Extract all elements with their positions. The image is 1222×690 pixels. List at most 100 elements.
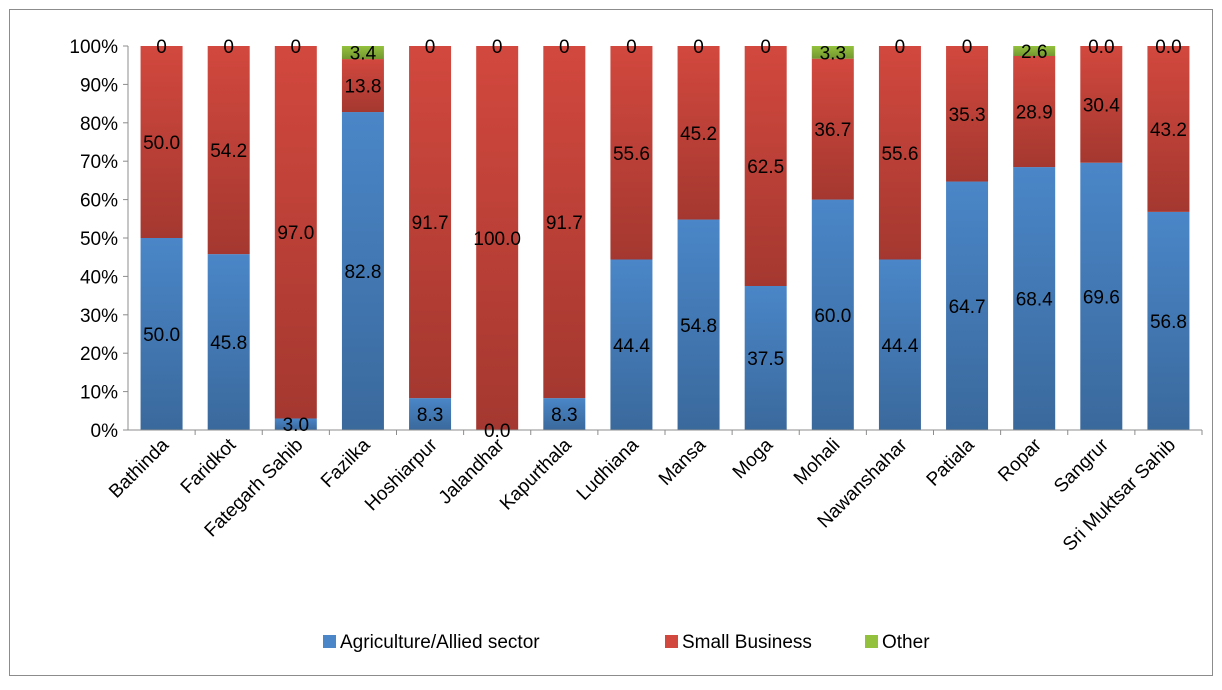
y-tick-label: 50% — [80, 229, 118, 250]
legend-label: Other — [882, 632, 930, 653]
data-label: 60.0 — [814, 306, 851, 327]
data-label: 0 — [760, 37, 771, 58]
data-label: 13.8 — [344, 77, 381, 98]
data-label: 0 — [492, 37, 503, 58]
bar-segment — [140, 46, 183, 238]
y-tick-label: 100% — [69, 37, 118, 58]
bar-segment — [946, 181, 989, 430]
data-label: 43.2 — [1150, 120, 1187, 141]
data-label: 0 — [156, 37, 167, 58]
bar-segment — [610, 259, 653, 430]
data-label: 45.2 — [680, 124, 717, 145]
data-label: 0 — [693, 37, 704, 58]
data-label: 0.0 — [1155, 37, 1181, 58]
data-label: 55.6 — [881, 144, 918, 165]
y-tick-label: 90% — [80, 75, 118, 96]
data-label: 0 — [425, 37, 436, 58]
data-label: 0 — [962, 37, 973, 58]
bar-segment — [677, 219, 720, 430]
data-label: 54.8 — [680, 316, 717, 337]
data-label: 0 — [895, 37, 906, 58]
bar-segment — [341, 59, 384, 113]
bar-segment — [409, 398, 452, 430]
bar-segment — [341, 46, 384, 60]
data-label: 91.7 — [546, 213, 583, 234]
data-label: 36.7 — [814, 120, 851, 141]
bar-segment — [140, 238, 183, 430]
data-label: 0 — [626, 37, 637, 58]
data-label: 8.3 — [417, 405, 443, 426]
bar-segment — [811, 199, 854, 430]
legend-label: Agriculture/Allied sector — [340, 632, 540, 653]
y-tick-label: 30% — [80, 306, 118, 327]
bar-segment — [1080, 162, 1123, 430]
bar-segment — [543, 46, 586, 399]
data-labels-layer: 50.0 50.0 0 45.8 54.2 0 3.0 97.0 0 82.8 13.8 3.4 8.3… — [143, 37, 1187, 442]
y-tick-label: 0% — [91, 421, 119, 442]
data-label: 35.3 — [949, 105, 986, 126]
y-tick-label: 70% — [80, 152, 118, 173]
y-tick-label: 10% — [80, 383, 118, 404]
bars-layer — [140, 46, 1190, 430]
bar-segment — [1013, 46, 1056, 56]
bar-segment — [878, 259, 921, 430]
bar-segment — [677, 46, 720, 220]
bar-segment — [409, 46, 452, 399]
data-label: 3.3 — [820, 43, 846, 64]
legend-swatch — [323, 635, 336, 648]
bar-segment — [476, 46, 519, 430]
bar-segment — [878, 46, 921, 260]
bar-segment — [1147, 211, 1190, 430]
data-label: 28.9 — [1016, 103, 1053, 124]
data-label: 97.0 — [277, 223, 314, 244]
bar-segment — [543, 398, 586, 430]
data-label: 45.8 — [210, 333, 247, 354]
data-label: 64.7 — [949, 297, 986, 318]
data-label: 0.0 — [484, 421, 510, 442]
y-tick-label: 60% — [80, 191, 118, 212]
bar-segment — [744, 46, 787, 286]
data-label: 69.6 — [1083, 287, 1120, 308]
bar-segment — [207, 254, 250, 430]
data-label: 54.2 — [210, 141, 247, 162]
legend: Agriculture/Allied sector Small Business O… — [323, 632, 930, 653]
data-label: 2.6 — [1021, 42, 1047, 63]
bar-segment — [811, 58, 854, 200]
data-label: 3.0 — [283, 415, 309, 436]
data-label: 3.4 — [350, 44, 377, 65]
bar-segment — [811, 46, 854, 59]
data-label: 0.0 — [1088, 37, 1114, 58]
data-label: 62.5 — [747, 157, 784, 178]
data-label: 44.4 — [613, 336, 650, 357]
data-label: 0 — [291, 37, 302, 58]
y-tick-label: 40% — [80, 267, 118, 288]
data-label: 50.0 — [143, 133, 180, 154]
data-label: 0 — [223, 37, 234, 58]
data-label: 30.4 — [1083, 95, 1120, 116]
y-tick-label: 20% — [80, 344, 118, 365]
legend-swatch — [865, 635, 878, 648]
data-label: 68.4 — [1016, 290, 1053, 311]
bar-segment — [341, 112, 384, 430]
data-label: 0 — [559, 37, 570, 58]
bar-segment — [1013, 167, 1056, 430]
data-label: 8.3 — [551, 405, 577, 426]
bar-segment — [274, 418, 317, 430]
y-tick-label: 80% — [80, 114, 118, 135]
legend-label: Small Business — [682, 632, 812, 653]
legend-swatch — [665, 635, 678, 648]
data-label: 55.6 — [613, 144, 650, 165]
data-label: 100.0 — [473, 229, 521, 250]
data-label: 44.4 — [881, 336, 918, 357]
data-label: 91.7 — [412, 213, 449, 234]
bar-segment — [274, 46, 317, 419]
data-label: 37.5 — [747, 349, 784, 370]
bar-segment — [946, 46, 989, 182]
bar-segment — [1147, 46, 1190, 212]
bar-segment — [744, 286, 787, 430]
data-label: 50.0 — [143, 325, 180, 346]
bar-segment — [1013, 55, 1056, 168]
bar-segment — [1080, 46, 1123, 163]
